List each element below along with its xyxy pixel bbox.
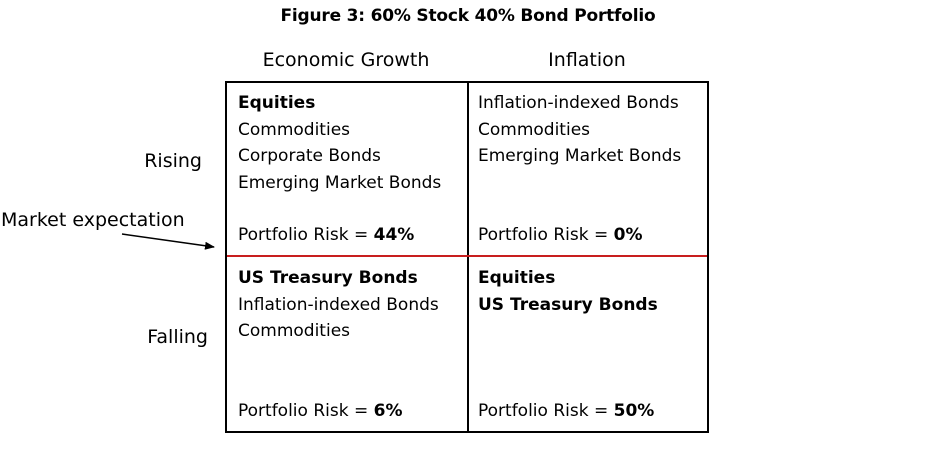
vertical-divider [467, 83, 469, 431]
portfolio-risk-value: 6% [373, 401, 403, 421]
cell-growth-rising: Equities Commodities Corporate Bonds Eme… [238, 90, 464, 196]
row-label-falling: Falling [147, 326, 208, 348]
column-header-economic-growth: Economic Growth [262, 49, 430, 71]
column-header-inflation: Inflation [548, 49, 626, 71]
cell-inflation-rising: Inflation-indexed Bonds Commodities Emer… [478, 90, 704, 170]
asset-item: Emerging Market Bonds [478, 146, 682, 166]
asset-item: Commodities [238, 321, 351, 341]
portfolio-risk-label: Portfolio Risk = [478, 401, 614, 421]
portfolio-risk-inflation-falling: Portfolio Risk = 50% [478, 401, 654, 421]
portfolio-risk-label: Portfolio Risk = [238, 225, 374, 245]
cell-growth-falling: US Treasury Bonds Inflation-indexed Bond… [238, 265, 464, 345]
asset-item: Emerging Market Bonds [238, 172, 442, 193]
asset-item: Inflation-indexed Bonds [478, 93, 679, 113]
portfolio-risk-value: 0% [613, 225, 643, 245]
portfolio-risk-label: Portfolio Risk = [478, 225, 614, 245]
row-label-rising: Rising [144, 150, 202, 172]
asset-item: Equities [238, 93, 316, 113]
market-expectation-label: Market expectation [1, 209, 185, 231]
portfolio-risk-label: Portfolio Risk = [238, 401, 374, 421]
asset-item: Corporate Bonds [238, 146, 381, 166]
portfolio-risk-growth-falling: Portfolio Risk = 6% [238, 401, 403, 421]
asset-item: US Treasury Bonds [238, 268, 418, 288]
asset-item: Commodities [478, 119, 591, 140]
asset-item: Equities [478, 268, 556, 288]
figure-title: Figure 3: 60% Stock 40% Bond Portfolio [280, 6, 656, 26]
portfolio-risk-value: 44% [373, 225, 415, 245]
portfolio-risk-value: 50% [613, 401, 655, 421]
quadrant-grid: Equities Commodities Corporate Bonds Eme… [225, 81, 709, 433]
asset-item: US Treasury Bonds [478, 294, 658, 315]
cell-inflation-falling: Equities US Treasury Bonds [478, 265, 704, 318]
portfolio-risk-inflation-rising: Portfolio Risk = 0% [478, 225, 643, 245]
asset-item: Inflation-indexed Bonds [238, 294, 439, 315]
market-expectation-line [227, 255, 707, 257]
asset-item: Commodities [238, 119, 351, 140]
portfolio-risk-growth-rising: Portfolio Risk = 44% [238, 225, 414, 245]
